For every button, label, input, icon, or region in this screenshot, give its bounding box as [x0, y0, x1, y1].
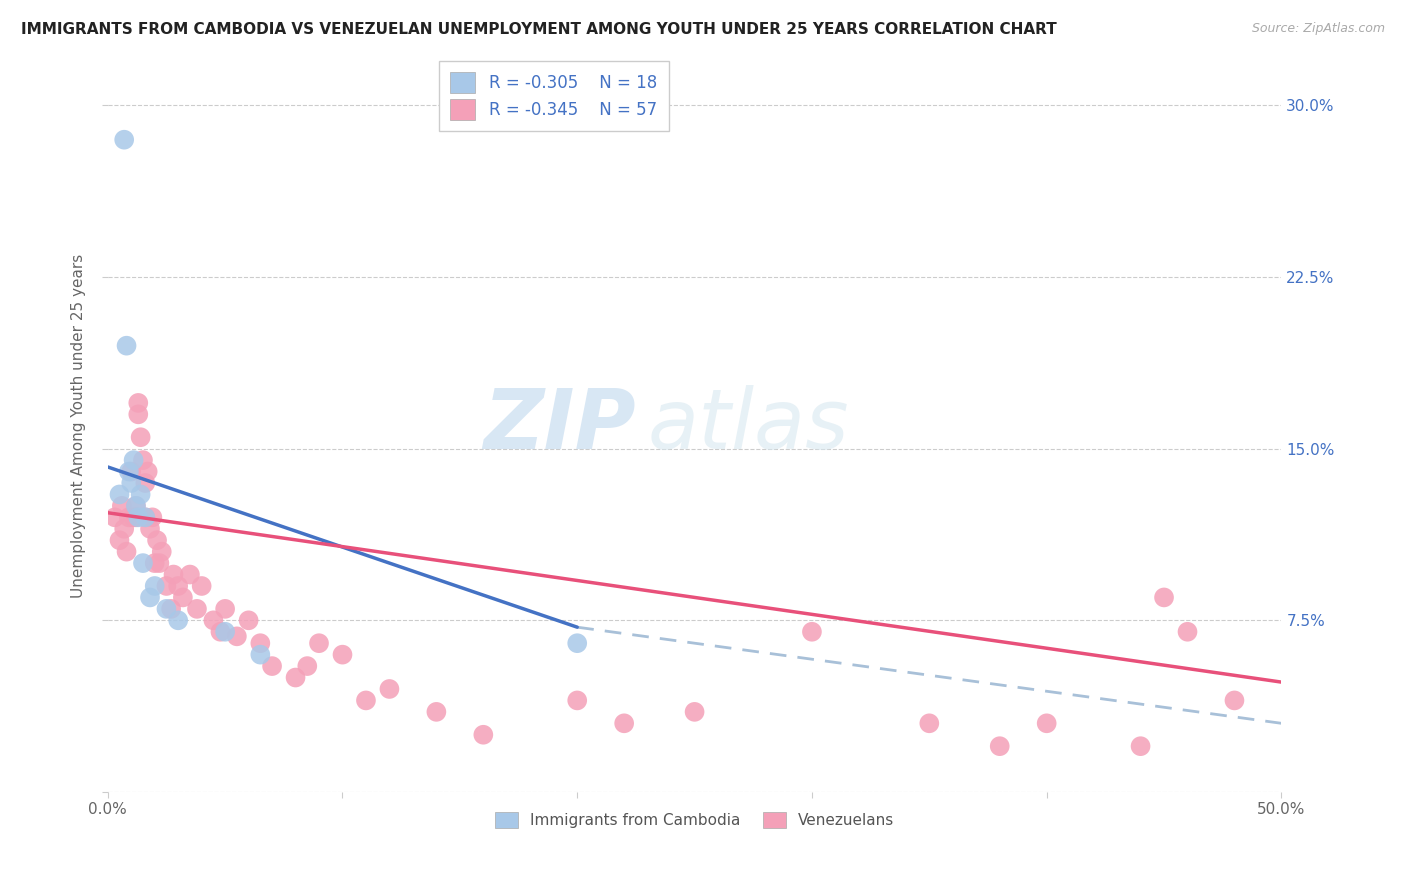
Point [209, 624, 232, 639]
Point [155, 579, 177, 593]
Point [139, 522, 162, 536]
Point [284, 671, 307, 685]
Point [249, 636, 271, 650]
Point [567, 693, 589, 707]
Point [108, 533, 131, 548]
Point [1129, 739, 1152, 754]
Text: atlas: atlas [648, 385, 849, 467]
Point [108, 487, 131, 501]
Point [115, 544, 138, 558]
Point [425, 705, 447, 719]
Y-axis label: Unemployment Among Youth under 25 years: Unemployment Among Youth under 25 years [72, 253, 86, 598]
Point [186, 602, 208, 616]
Point [127, 396, 149, 410]
Point [214, 602, 236, 616]
Point [150, 544, 173, 558]
Point [472, 728, 495, 742]
Point [988, 739, 1011, 754]
Point [238, 613, 260, 627]
Point [332, 648, 354, 662]
Point [132, 453, 155, 467]
Point [146, 533, 169, 548]
Point [214, 624, 236, 639]
Point [800, 624, 823, 639]
Point [143, 579, 166, 593]
Point [167, 579, 190, 593]
Point [262, 659, 284, 673]
Point [613, 716, 636, 731]
Point [120, 465, 142, 479]
Point [308, 636, 330, 650]
Point [122, 510, 145, 524]
Point [129, 430, 152, 444]
Point [132, 556, 155, 570]
Point [125, 510, 148, 524]
Point [249, 648, 271, 662]
Legend: Immigrants from Cambodia, Venezuelans: Immigrants from Cambodia, Venezuelans [486, 805, 903, 836]
Point [125, 499, 148, 513]
Point [111, 499, 134, 513]
Text: IMMIGRANTS FROM CAMBODIA VS VENEZUELAN UNEMPLOYMENT AMONG YOUTH UNDER 25 YEARS C: IMMIGRANTS FROM CAMBODIA VS VENEZUELAN U… [21, 22, 1057, 37]
Point [112, 522, 135, 536]
Point [134, 510, 156, 524]
Point [567, 636, 589, 650]
Point [1153, 591, 1175, 605]
Point [143, 556, 166, 570]
Point [1177, 624, 1199, 639]
Point [127, 408, 149, 422]
Point [160, 602, 183, 616]
Point [378, 681, 401, 696]
Point [354, 693, 377, 707]
Point [134, 475, 156, 490]
Point [297, 659, 319, 673]
Point [179, 567, 201, 582]
Point [136, 465, 159, 479]
Text: ZIP: ZIP [484, 385, 636, 467]
Point [118, 465, 141, 479]
Point [190, 579, 212, 593]
Point [125, 499, 148, 513]
Point [115, 339, 138, 353]
Point [141, 510, 163, 524]
Point [122, 453, 145, 467]
Point [225, 629, 247, 643]
Point [139, 591, 162, 605]
Point [129, 487, 152, 501]
Point [112, 133, 135, 147]
Point [162, 567, 184, 582]
Text: Source: ZipAtlas.com: Source: ZipAtlas.com [1251, 22, 1385, 36]
Point [127, 510, 149, 524]
Point [120, 475, 142, 490]
Point [155, 602, 177, 616]
Point [167, 613, 190, 627]
Point [202, 613, 225, 627]
Point [172, 591, 194, 605]
Point [1035, 716, 1057, 731]
Point [683, 705, 706, 719]
Point [148, 556, 170, 570]
Point [104, 510, 127, 524]
Point [118, 510, 141, 524]
Point [134, 510, 156, 524]
Point [918, 716, 941, 731]
Point [1223, 693, 1246, 707]
